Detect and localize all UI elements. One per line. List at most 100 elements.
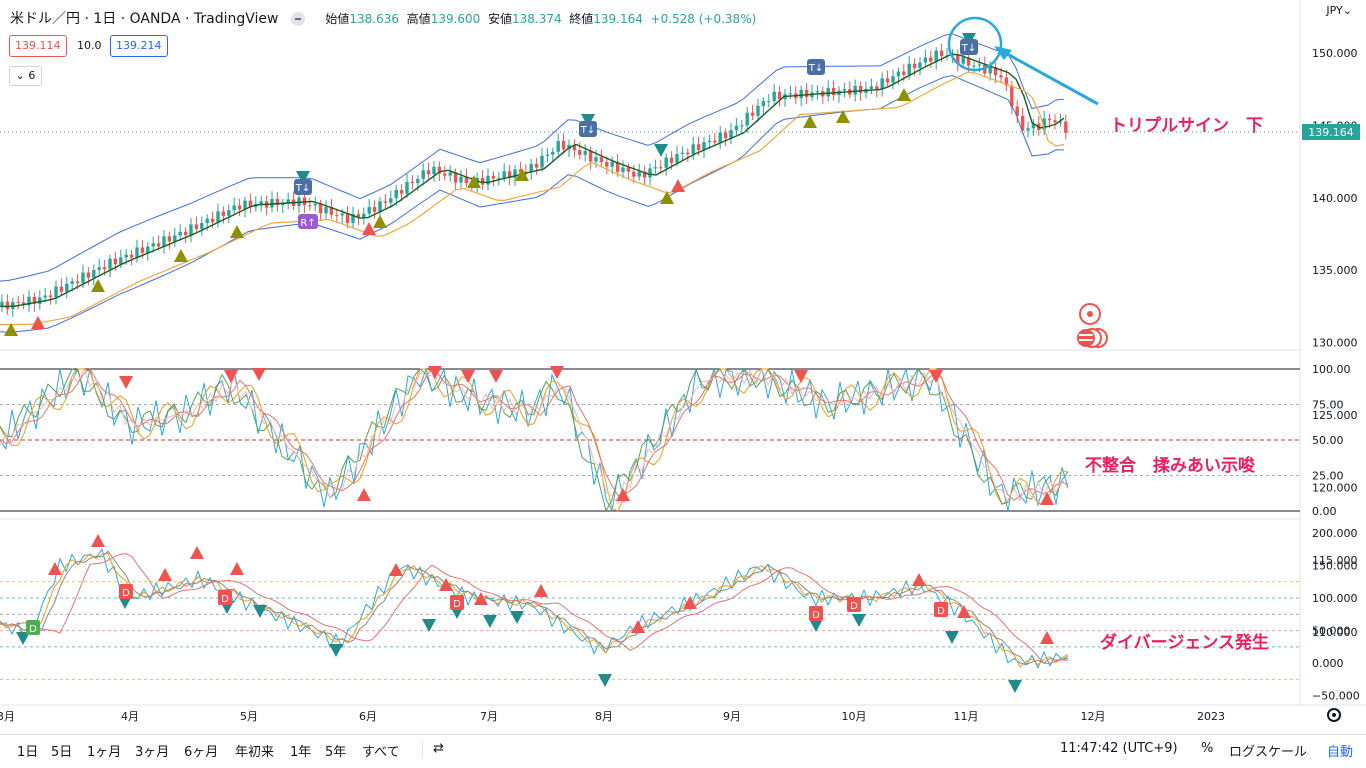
buy-signal-marker[interactable] <box>897 88 911 101</box>
osc2-peak-marker[interactable] <box>957 605 971 618</box>
hide-legend-icon[interactable] <box>290 12 305 26</box>
osc2-peak-marker[interactable] <box>683 596 697 609</box>
osc1-sell-marker[interactable] <box>224 370 238 383</box>
osc1-buy-marker[interactable] <box>357 488 371 501</box>
percent-toggle[interactable]: % <box>1201 741 1214 756</box>
bear-divergence-badge[interactable] <box>847 597 861 612</box>
osc2-trough-marker[interactable] <box>852 614 866 627</box>
osc1-sell-marker[interactable] <box>119 376 133 389</box>
osc1-sell-marker[interactable] <box>489 370 503 383</box>
osc2-trough-marker[interactable] <box>329 644 343 657</box>
triple-sign-badge[interactable] <box>960 39 978 55</box>
bear-divergence-badge[interactable] <box>934 602 948 617</box>
buy-signal-marker[interactable] <box>230 225 244 238</box>
bull-divergence-badge[interactable] <box>26 620 40 635</box>
buy-alert-marker[interactable] <box>31 316 45 329</box>
range-6m[interactable]: 6ヶ月 <box>184 745 219 760</box>
osc2-peak-marker[interactable] <box>631 620 645 633</box>
buy-signal-marker[interactable] <box>4 323 18 336</box>
osc2-trough-marker[interactable] <box>253 605 267 618</box>
osc1-sell-marker[interactable] <box>550 366 564 379</box>
candle-body <box>232 205 236 211</box>
chart-canvas[interactable]: T↓T↓T↓T↓R↑ 150.000145.000140.000135.0001… <box>0 0 1366 734</box>
osc1-buy-marker[interactable] <box>616 488 630 501</box>
range-5y[interactable]: 5年 <box>325 745 347 760</box>
buy-alert-marker[interactable] <box>362 222 376 235</box>
sell-signal-marker[interactable] <box>581 114 595 127</box>
buy-alert-marker[interactable] <box>671 179 685 192</box>
buy-signal-marker[interactable] <box>803 115 817 128</box>
range-ytd[interactable]: 年初来 <box>235 745 275 760</box>
range-1y[interactable]: 1年 <box>290 745 312 760</box>
osc1-sell-marker[interactable] <box>428 366 442 379</box>
symbol-title[interactable]: 米ドル／円 · 1日 · OANDA · TradingView <box>10 11 279 27</box>
range-1d[interactable]: 1日 <box>17 745 39 760</box>
osc2-peak-marker[interactable] <box>389 563 403 576</box>
osc2-peak-marker[interactable] <box>1040 631 1054 644</box>
candle-body <box>723 132 728 139</box>
osc1-sell-marker[interactable] <box>252 368 266 381</box>
candle-body <box>81 272 85 284</box>
osc1-sell-marker[interactable] <box>461 370 475 383</box>
osc2-peak-marker[interactable] <box>534 584 548 597</box>
triple-sign-badge[interactable] <box>807 59 825 75</box>
sell-price-button[interactable]: 139.114 <box>9 35 67 57</box>
time-axis[interactable]: 3月 4月 5月 6月 7月 8月 9月 10月 11月 12月 2023 <box>0 710 1225 723</box>
osc2-peak-marker[interactable] <box>158 568 172 581</box>
economic-event-icon[interactable] <box>1077 303 1108 348</box>
triple-sign-badge[interactable] <box>294 179 312 195</box>
osc2-trough-marker[interactable] <box>598 674 612 687</box>
osc2-trough-marker[interactable] <box>945 631 959 644</box>
sell-signal-marker[interactable] <box>654 144 668 157</box>
osc2-peak-marker[interactable] <box>912 573 926 586</box>
range-5d[interactable]: 5日 <box>51 745 73 760</box>
goto-date-icon[interactable]: ⇄ <box>422 741 444 756</box>
osc2-peak-marker[interactable] <box>230 562 244 575</box>
triple-sign-badge[interactable] <box>579 121 597 137</box>
sell-signal-marker[interactable] <box>296 171 310 184</box>
osc2-peak-marker[interactable] <box>439 578 453 591</box>
range-3m[interactable]: 3ヶ月 <box>135 745 170 760</box>
osc2-peak-marker[interactable] <box>91 534 105 547</box>
buy-signal-marker[interactable] <box>373 215 387 228</box>
osc2-trough-marker[interactable] <box>118 596 132 609</box>
reversal-badge[interactable] <box>298 214 318 229</box>
osc2-peak-marker[interactable] <box>474 592 488 605</box>
clock-time[interactable]: 11:47:42 (UTC+9) <box>1060 741 1178 756</box>
buy-price-button[interactable]: 139.214 <box>110 35 168 57</box>
price-pane[interactable]: T↓ T↓ T↓ T↓ R↑ <box>0 33 1068 336</box>
currency-selector[interactable]: JPY⌄ <box>1326 4 1352 17</box>
buy-signal-marker[interactable] <box>836 110 850 123</box>
bear-divergence-badge[interactable] <box>809 606 823 621</box>
osc1-sell-marker[interactable] <box>794 370 808 383</box>
oscillator-pane-2[interactable]: D D D D D D D <box>0 534 1300 693</box>
osc2-peak-marker[interactable] <box>48 562 62 575</box>
auto-scale-toggle[interactable]: 自動 <box>1327 745 1354 760</box>
range-1m[interactable]: 1ヶ月 <box>87 745 122 760</box>
candle-body <box>767 101 771 103</box>
indicators-collapse-button[interactable]: ⌄ 6 <box>9 66 42 86</box>
osc2-trough-marker[interactable] <box>809 619 823 632</box>
osc2-trough-marker[interactable] <box>483 615 497 628</box>
buy-signal-marker[interactable] <box>174 249 188 262</box>
price-tick-label: 125.000 <box>1312 409 1358 422</box>
osc2-trough-marker[interactable] <box>422 619 436 632</box>
bear-divergence-badge[interactable] <box>119 584 133 599</box>
osc1-buy-marker[interactable] <box>1040 492 1054 505</box>
osc1-sell-marker[interactable] <box>929 370 943 383</box>
buy-signal-marker[interactable] <box>660 191 674 204</box>
settings-gear-icon[interactable] <box>1327 708 1341 722</box>
osc2-trough-marker[interactable] <box>510 611 524 624</box>
buy-signal-marker[interactable] <box>467 175 481 188</box>
osc2-trough-marker[interactable] <box>1008 680 1022 693</box>
range-all[interactable]: すべて <box>362 745 400 760</box>
bear-divergence-badge[interactable] <box>218 590 232 605</box>
osc2-trough-marker[interactable] <box>16 632 30 645</box>
osc2-tick-label: 150.000 <box>1312 560 1358 573</box>
bear-divergence-badge[interactable] <box>450 595 464 610</box>
buy-signal-marker[interactable] <box>515 168 529 181</box>
oscillator-pane-1[interactable] <box>0 366 1300 513</box>
log-scale-toggle[interactable]: ログスケール <box>1229 745 1308 760</box>
osc2-peak-marker[interactable] <box>190 546 204 559</box>
buy-signal-marker[interactable] <box>91 279 105 292</box>
